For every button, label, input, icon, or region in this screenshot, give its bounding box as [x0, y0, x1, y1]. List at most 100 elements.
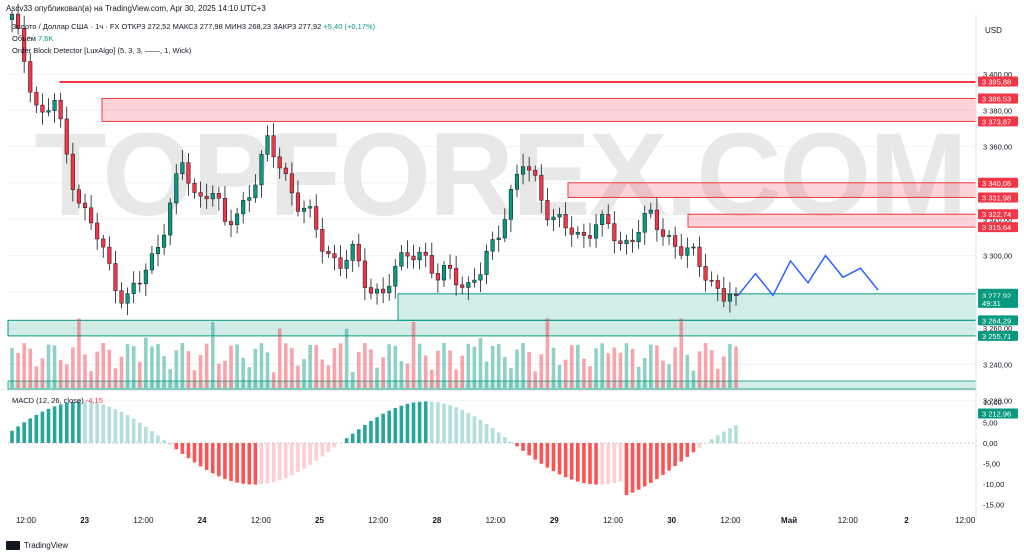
volume-bar — [503, 357, 507, 388]
macd-bar — [113, 409, 118, 443]
candle-body — [82, 202, 88, 209]
time-tick: 12:00 — [16, 516, 37, 525]
volume-bar — [229, 345, 233, 388]
macd-bar — [265, 443, 270, 484]
candle-body — [338, 257, 343, 269]
candle-body — [709, 279, 714, 282]
macd-bar — [709, 439, 714, 443]
volume-bar — [697, 351, 702, 388]
macd-bar — [667, 443, 671, 471]
volume-bar — [612, 347, 617, 388]
macd-bar — [411, 402, 416, 443]
macd-bar — [22, 422, 26, 443]
macd-legend[interactable]: MACD (12, 26, close) -4,15 — [12, 396, 103, 405]
candle-body — [381, 288, 386, 294]
ohlc-low: МИН3 268,23 — [224, 22, 272, 31]
volume-bar — [515, 349, 519, 388]
candle-body — [320, 229, 325, 252]
volume-bar — [624, 343, 629, 388]
candle-body — [107, 246, 112, 264]
volume-bar — [649, 344, 653, 388]
candle-body — [210, 193, 215, 200]
macd-bar — [417, 401, 422, 443]
macd-bar — [478, 419, 483, 443]
macd-bar — [210, 443, 215, 474]
macd-bar — [235, 443, 239, 483]
macd-bar — [34, 414, 39, 443]
candle-body — [429, 255, 434, 274]
macd-bar — [642, 443, 647, 487]
volume-bar — [606, 353, 611, 388]
macd-bar — [484, 423, 489, 443]
macd-bar — [204, 443, 209, 471]
volume-bar — [34, 366, 39, 388]
candle-body — [289, 173, 294, 194]
macd-bar — [673, 443, 677, 467]
volume-bar — [46, 344, 51, 388]
macd-bar — [715, 435, 720, 443]
volume-legend[interactable]: Объём 7,6K — [12, 34, 53, 43]
macd-bar — [247, 443, 252, 485]
price-label-text: 3 277,92 — [982, 292, 1011, 301]
macd-bar — [150, 431, 154, 443]
brand-name: TradingView — [24, 541, 69, 550]
candle-body — [399, 252, 404, 267]
time-tick: 12:00 — [133, 516, 154, 525]
macd-bar — [363, 424, 367, 443]
candle-body — [277, 156, 282, 169]
candle-body — [441, 265, 447, 281]
macd-bar — [448, 405, 452, 443]
macd-bar — [356, 429, 361, 443]
candle-body — [149, 253, 154, 271]
candle-body — [612, 223, 617, 242]
candle-body — [265, 135, 270, 155]
volume-bar — [314, 345, 319, 388]
macd-bar — [527, 443, 531, 456]
candle-body — [466, 282, 471, 288]
macd-histogram — [8, 401, 976, 496]
time-tick: 30 — [667, 516, 676, 525]
volume-bar — [576, 344, 580, 388]
time-tick: 12:00 — [603, 516, 624, 525]
candle-body — [496, 237, 501, 240]
volume-bar — [363, 343, 367, 388]
volume-bar — [198, 355, 203, 388]
macd-bar — [344, 438, 349, 443]
macd-bar — [569, 443, 574, 480]
volume-bar — [125, 344, 130, 388]
candle-body — [594, 224, 599, 239]
macd-bar — [241, 443, 245, 484]
candle-body — [101, 238, 106, 248]
candle-body — [660, 229, 666, 237]
indicator-legend[interactable]: Order Block Detector [LuxAlgo] (5, 3, 3,… — [12, 46, 192, 55]
price-label-text: 3 373,87 — [982, 117, 1011, 126]
candle-body — [551, 216, 556, 221]
candle-body — [16, 13, 21, 29]
candle-body — [350, 243, 355, 261]
chart-grid — [8, 73, 976, 402]
candle-body — [630, 239, 635, 243]
symbol-line: Золото / Доллар США · 1ч · FX — [12, 22, 120, 31]
time-tick: 12:00 — [838, 516, 859, 525]
volume-bar — [89, 371, 93, 388]
macd-bar — [16, 426, 20, 443]
macd-bar — [277, 443, 282, 481]
price-label-tag — [978, 315, 1018, 326]
volume-bar — [356, 352, 361, 388]
volume-bar — [277, 328, 282, 388]
macd-bar — [125, 415, 130, 443]
volume-bar — [150, 346, 154, 388]
volume-label: Объём — [12, 34, 36, 43]
macd-bar — [429, 401, 434, 443]
candle-body — [70, 153, 75, 190]
volume-bar — [454, 369, 458, 388]
price-label-text: 3 212,96 — [982, 409, 1011, 418]
candle-body — [393, 265, 398, 287]
candle-body — [679, 246, 684, 256]
volume-bar — [533, 371, 538, 388]
candle-body — [192, 182, 197, 193]
candle-body — [624, 239, 629, 245]
volume-bar — [527, 351, 531, 388]
volume-bar — [630, 348, 635, 388]
